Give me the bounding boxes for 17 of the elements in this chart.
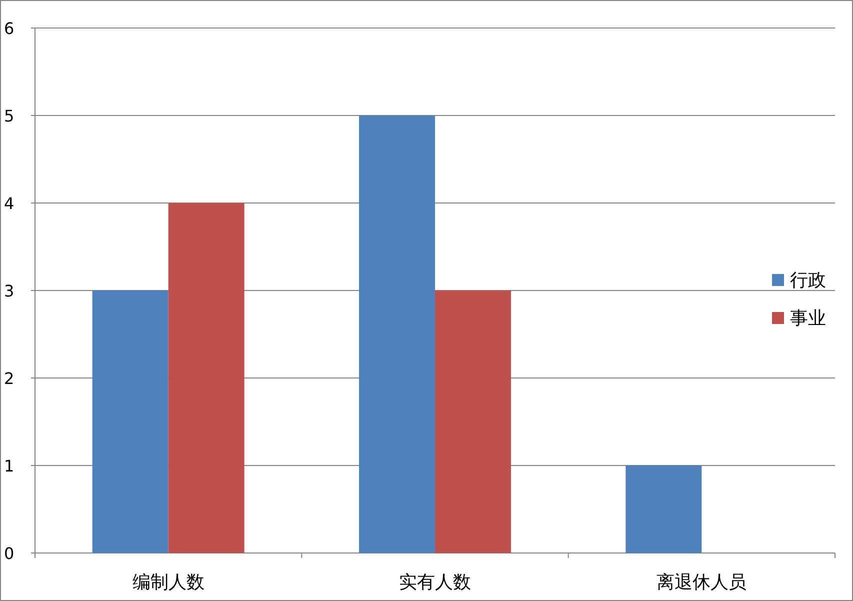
y-tick-label: 6 (4, 19, 14, 38)
x-tick-label: 实有人数 (399, 572, 471, 593)
x-tick-label: 编制人数 (132, 572, 204, 593)
legend-label: 行政 (790, 270, 826, 291)
bar (626, 466, 702, 553)
y-tick-label: 2 (4, 369, 14, 388)
x-tick-label: 离退休人员 (656, 572, 747, 593)
bar (435, 290, 511, 553)
y-tick-label: 1 (4, 456, 14, 476)
y-tick-label: 0 (4, 544, 14, 563)
bar (168, 203, 244, 553)
y-tick-label: 3 (4, 282, 14, 300)
legend-label: 事业 (790, 308, 826, 329)
bar (92, 290, 168, 553)
y-tick-label: 4 (4, 194, 14, 213)
bar (359, 116, 435, 553)
y-tick-label: 5 (4, 106, 14, 126)
